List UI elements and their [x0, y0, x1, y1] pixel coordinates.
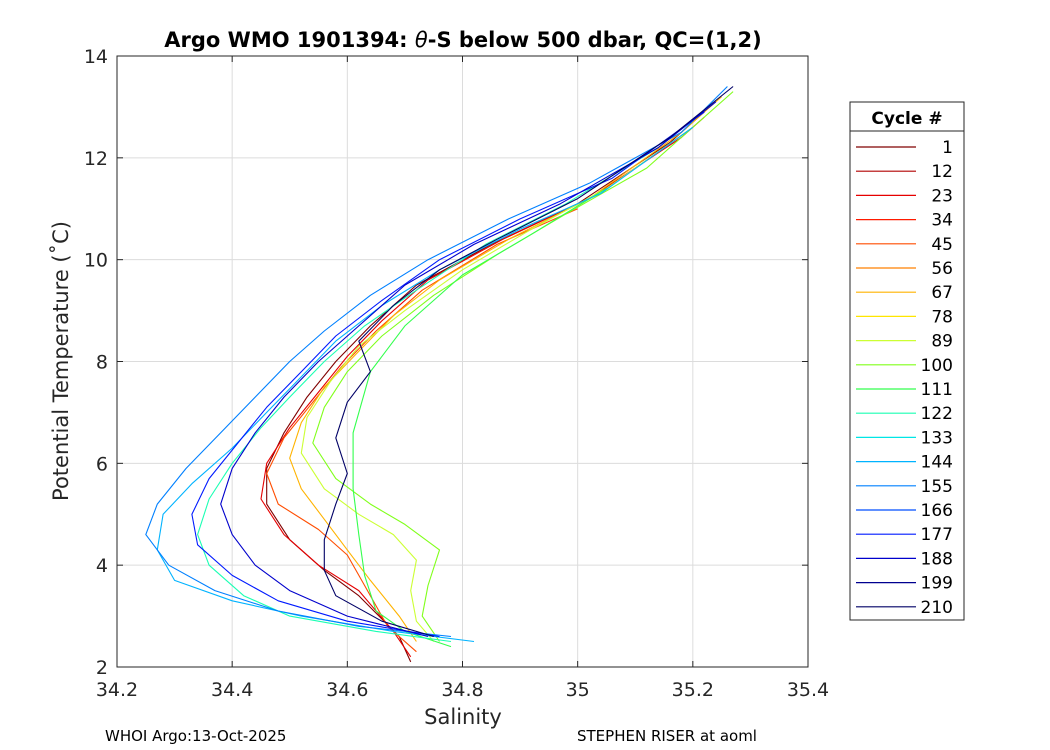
- legend-entry-label: 34: [931, 211, 953, 231]
- series-line-11: [220, 101, 717, 638]
- legend-entry-label: 67: [931, 283, 953, 303]
- y-tick-label: 10: [84, 250, 108, 272]
- legend-entry-label: 45: [931, 235, 953, 255]
- series-line-6: [352, 187, 607, 648]
- legend-entry-label: 100: [921, 356, 953, 376]
- x-tick-label: 34.8: [441, 679, 483, 701]
- x-tick-label: 35: [566, 679, 590, 701]
- legend-entry-label: 188: [921, 549, 953, 569]
- series-line-1: [260, 116, 705, 658]
- legend-entry-label: 155: [921, 477, 953, 497]
- series-line-2: [266, 208, 578, 653]
- y-axis: 2 4 6 8 10 12 14: [84, 46, 808, 679]
- series-layer: [145, 86, 734, 663]
- x-tick-label: 34.2: [96, 679, 138, 701]
- y-tick-label: 12: [84, 148, 108, 170]
- footer-right: STEPHEN RISER at aoml: [577, 727, 757, 745]
- footer-left: WHOI Argo:13-Oct-2025: [105, 727, 286, 745]
- series-line-8: [156, 126, 694, 643]
- legend-entry-label: 210: [921, 598, 953, 618]
- series-line-12: [323, 86, 734, 638]
- legend-entry-label: 133: [921, 428, 953, 448]
- x-tick-label: 34.6: [326, 679, 368, 701]
- legend-entry-label: 177: [921, 525, 953, 545]
- x-axis: 34.2 34.4 34.6 34.8 35 35.2 35.4: [96, 56, 829, 701]
- x-axis-label: Salinity: [424, 705, 502, 729]
- chart-title: Argo WMO 1901394: θ-S below 500 dbar, QC…: [164, 28, 761, 52]
- legend-entry-label: 111: [921, 380, 953, 400]
- series-line-10: [191, 111, 705, 638]
- y-tick-label: 4: [96, 555, 108, 577]
- legend-entry-label: 144: [921, 453, 953, 473]
- y-tick-label: 8: [96, 352, 108, 374]
- y-tick-label: 14: [84, 46, 108, 68]
- series-line-4: [300, 126, 694, 642]
- legend-entry-label: 12: [931, 162, 953, 182]
- legend-entry-label: 122: [921, 404, 953, 424]
- x-tick-label: 35.2: [672, 679, 714, 701]
- legend-entry-label: 166: [921, 501, 953, 521]
- legend-entry-label: 1: [942, 138, 953, 158]
- x-tick-label: 35.4: [787, 679, 829, 701]
- legend-entry-label: 23: [931, 186, 953, 206]
- legend-title: Cycle #: [871, 109, 942, 129]
- legend: Cycle # 1 12 23 34 45 56 67 78 89 100 111 122 133 144…: [849, 101, 965, 621]
- legend-entry-label: 78: [931, 307, 953, 327]
- y-tick-label: 2: [96, 657, 108, 679]
- series-line-9: [145, 86, 728, 638]
- legend-entry-label: 56: [931, 259, 953, 279]
- series-line-3: [289, 96, 722, 642]
- y-axis-label: Potential Temperature (˚C): [49, 221, 73, 501]
- legend-entry-label: 199: [921, 574, 953, 594]
- legend-entry-label: 89: [931, 332, 953, 352]
- y-tick-label: 6: [96, 453, 108, 475]
- x-tick-label: 34.4: [211, 679, 253, 701]
